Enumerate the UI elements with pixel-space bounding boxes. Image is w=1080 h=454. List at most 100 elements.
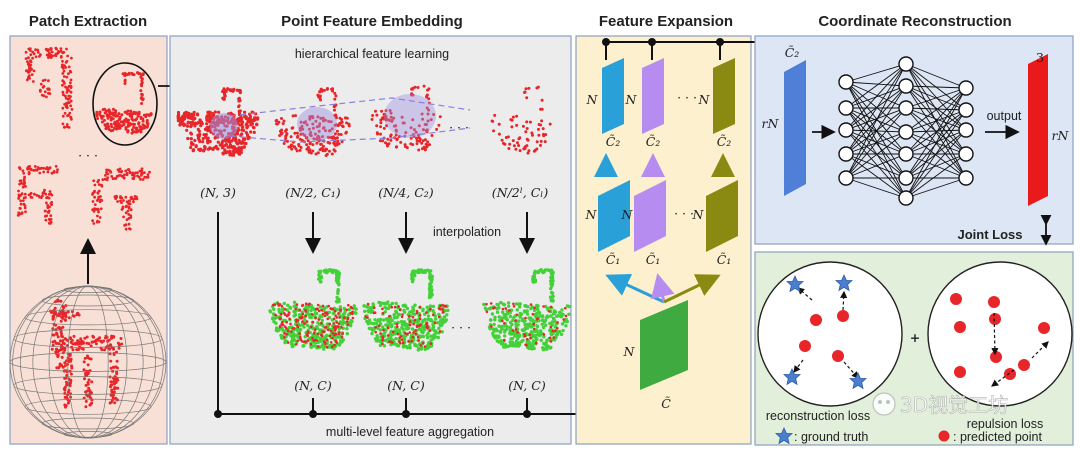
interpolation-label: interpolation: [433, 225, 501, 239]
recon-rN-label-left: rN: [762, 116, 780, 131]
interp-level-label-3: (N, C): [508, 378, 546, 393]
chair-part-cloud: [91, 167, 151, 231]
mlp-node: [898, 124, 914, 140]
mlp-node: [838, 170, 854, 186]
interp-cloud-2: [482, 268, 571, 352]
top-C2-label-2: C̃₂: [646, 134, 661, 149]
receptive-field-cones: [210, 94, 471, 143]
zoomed-patch-cloud: [95, 71, 153, 135]
recon-rN-label-right: rN: [1052, 128, 1070, 143]
mid-C1-label-1: C̃₁: [606, 252, 621, 267]
header-patch-extraction: Patch Extraction: [29, 13, 147, 30]
dashed-arrow: [991, 312, 999, 356]
header-feature-expansion: Feature Expansion: [599, 13, 733, 30]
interp-cloud-0: [268, 268, 358, 351]
mid-C1-label-2: C̃₁: [646, 252, 661, 267]
predicted-point: [810, 314, 822, 326]
mlp-node: [838, 74, 854, 90]
reconstruction-loss-circle: [757, 261, 903, 407]
embedding-panel: [169, 35, 572, 445]
watermark: 3D视觉工坊: [872, 392, 1008, 417]
mlp-node: [898, 56, 914, 72]
joint-loss-label: Joint Loss: [957, 227, 1022, 242]
predicted-point: [1004, 368, 1016, 380]
expanded-feature-blue-mid: [598, 180, 630, 252]
arrow-purple-diag: [651, 273, 675, 303]
ground-truth-star: [834, 274, 854, 292]
predicted-point-label: : predicted point: [953, 430, 1042, 444]
predicted-point: [1038, 322, 1050, 334]
ground-truth-star: [785, 275, 805, 293]
aggregated-feature-green: [640, 300, 688, 390]
ground-truth-star: [848, 372, 868, 390]
header-point-feature-embedding: Point Feature Embedding: [281, 13, 463, 30]
aggregation-label: multi-level feature aggregation: [326, 425, 494, 439]
predicted-point: [989, 313, 1001, 325]
bottom-N-label: N: [623, 344, 636, 359]
top-C2-label-3: C̃₂: [717, 134, 732, 149]
bounding-sphere-wireframe: [9, 285, 167, 439]
interp-level-label-1: (N, C): [294, 378, 332, 393]
predicted-point: [832, 350, 844, 362]
top-N-label-3: N: [698, 92, 711, 107]
predicted-point: [1018, 359, 1030, 371]
mlp-node: [958, 102, 974, 118]
bottom-C-label: C̃: [661, 396, 671, 411]
arrow-olive-diag: [663, 274, 721, 304]
expanded-feature-purple-mid: [634, 180, 666, 252]
mid-N-label-1: N: [585, 207, 598, 222]
dashed-arrow: [793, 359, 804, 373]
mid-N-label-2: N: [621, 207, 634, 222]
output-dim-label: 3: [1036, 50, 1044, 65]
hierarchical-clouds: [176, 84, 552, 157]
mlp-node: [898, 146, 914, 162]
ground-truth-label: : ground truth: [794, 430, 868, 444]
ground-truth-star-icon: [774, 427, 794, 445]
mlp-node: [838, 122, 854, 138]
hier-cloud-1: [274, 87, 351, 157]
mlp-node: [898, 170, 914, 186]
predicted-point: [988, 296, 1000, 308]
repulsion-loss-marks: [950, 293, 1050, 387]
interp-ellipsis: · · ·: [451, 320, 471, 335]
mid-C1-label-3: C̃₁: [717, 252, 732, 267]
mid-ellipsis: · · ·: [674, 206, 694, 221]
ground-truth-star: [782, 368, 802, 386]
mlp-node: [838, 146, 854, 162]
top-N-label-2: N: [625, 92, 638, 107]
level-label-1: (N/2, C₁): [285, 185, 341, 200]
zoom-circle: [92, 62, 158, 146]
predicted-point: [799, 340, 811, 352]
patch-point-clouds: [16, 46, 153, 409]
output-coordinates: [1028, 54, 1048, 206]
expanded-feature-input: [784, 60, 806, 196]
expanded-feature-olive-mid: [706, 180, 738, 252]
top-ellipsis: · · ·: [677, 90, 697, 105]
fully-connected-network: [838, 56, 974, 206]
dashed-arrow: [843, 361, 859, 379]
watermark-text: 3D视觉工坊: [900, 393, 1008, 417]
dashed-arrow: [991, 369, 1015, 387]
predicted-point: [950, 293, 962, 305]
repulsion-loss-label: repulsion loss: [967, 417, 1043, 431]
mlp-node: [958, 80, 974, 96]
predicted-point: [990, 351, 1002, 363]
output-label: output: [987, 109, 1022, 123]
hierarchical-label: hierarchical feature learning: [295, 47, 449, 61]
expanded-feature-olive-top: [713, 58, 735, 134]
mlp-node: [838, 100, 854, 116]
level-label-0: (N, 3): [200, 185, 236, 200]
plus-sign: +: [910, 330, 920, 345]
mlp-node: [958, 122, 974, 138]
predicted-point: [954, 321, 966, 333]
level-label-3: (N/2ˡ, Cₗ): [492, 185, 549, 200]
mlp-node: [898, 78, 914, 94]
mlp-node: [958, 146, 974, 162]
level-label-2: (N/4, C₂): [378, 185, 434, 200]
predicted-point: [837, 310, 849, 322]
mlp-node: [898, 190, 914, 206]
predicted-point-dot-icon: [938, 430, 950, 442]
repulsion-loss-circle: [927, 261, 1073, 407]
interpolated-clouds: [268, 268, 571, 352]
predicted-point: [954, 366, 966, 378]
